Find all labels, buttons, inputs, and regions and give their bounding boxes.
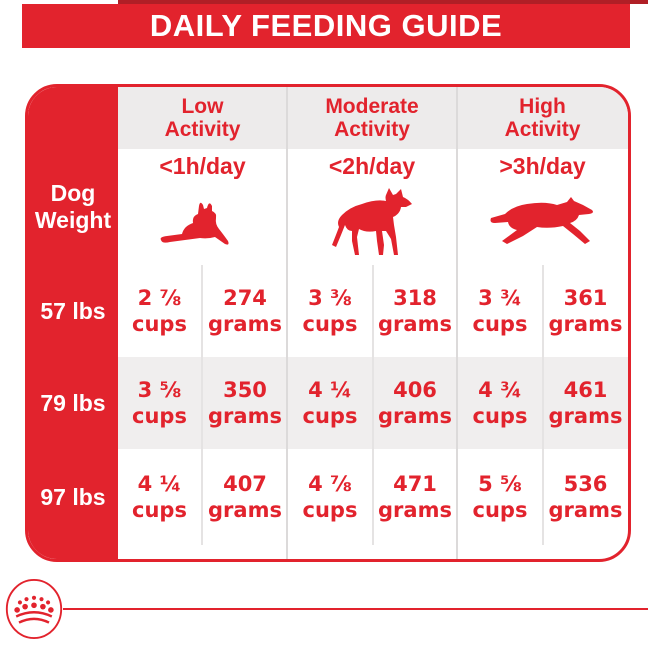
- top-edge-strip: [118, 0, 648, 4]
- grams-value: 361: [563, 286, 608, 310]
- grams-unit: grams: [208, 498, 282, 522]
- activity-header-band: [118, 87, 628, 149]
- subcolumn-divider: [542, 265, 544, 545]
- cell-57lbs-high-grams: 361 grams: [543, 265, 628, 357]
- grams-unit: grams: [378, 498, 452, 522]
- grams-value: 318: [393, 286, 437, 310]
- cell-57lbs-high-cups: 3 ¾ cups: [459, 265, 541, 357]
- weight-label-79lbs: 79 lbs: [40, 389, 106, 416]
- cups-unit: cups: [472, 312, 528, 336]
- cell-57lbs-moderate-grams: 318 grams: [373, 265, 457, 357]
- grams-value: 536: [563, 472, 608, 496]
- cell-97lbs-high-grams: 536 grams: [543, 449, 628, 545]
- cell-97lbs-high-cups: 5 ⅝ cups: [459, 449, 541, 545]
- title-banner: DAILY FEEDING GUIDE: [22, 4, 630, 48]
- grams-unit: grams: [548, 498, 623, 522]
- column-divider: [456, 87, 458, 559]
- cell-79lbs-high-grams: 461 grams: [543, 357, 628, 449]
- cell-97lbs-moderate-grams: 471 grams: [373, 449, 457, 545]
- cell-97lbs-low-grams: 407 grams: [203, 449, 287, 545]
- cell-97lbs-moderate-cups: 4 ⅞ cups: [289, 449, 371, 545]
- grams-value: 350: [223, 378, 267, 402]
- lying-dog-icon: [160, 202, 229, 245]
- cups-value: 4 ⅞: [308, 472, 352, 496]
- feeding-table: Low Activity Moderate Activity High Acti…: [25, 84, 631, 562]
- cups-unit: cups: [472, 498, 528, 522]
- cell-79lbs-low-cups: 3 ⅝ cups: [118, 357, 201, 449]
- cups-unit: cups: [302, 404, 358, 428]
- hours-moderate-activity: <2h/day: [328, 152, 416, 179]
- cups-value: 5 ⅝: [478, 472, 522, 496]
- grams-unit: grams: [378, 312, 452, 336]
- grams-unit: grams: [378, 404, 452, 428]
- cups-value: 3 ⅝: [137, 378, 182, 402]
- cell-79lbs-low-grams: 350 grams: [203, 357, 287, 449]
- weight-label-57lbs: 57 lbs: [40, 297, 106, 324]
- cups-value: 2 ⅞: [137, 286, 182, 310]
- cell-79lbs-moderate-cups: 4 ¼ cups: [289, 357, 371, 449]
- cell-57lbs-low-cups: 2 ⅞ cups: [118, 265, 201, 357]
- grams-unit: grams: [548, 312, 623, 336]
- column-divider: [286, 87, 288, 559]
- hours-low-activity: <1h/day: [159, 152, 246, 179]
- cups-unit: cups: [302, 498, 358, 522]
- page-title: DAILY FEEDING GUIDE: [149, 8, 503, 43]
- cups-value: 4 ¾: [478, 378, 522, 402]
- grams-value: 461: [563, 378, 608, 402]
- grams-value: 471: [393, 472, 437, 496]
- cups-value: 3 ⅜: [308, 286, 352, 310]
- grams-value: 407: [223, 472, 267, 496]
- cell-57lbs-moderate-cups: 3 ⅜ cups: [289, 265, 371, 357]
- grams-unit: grams: [208, 312, 282, 336]
- weight-column-background: [28, 87, 118, 559]
- cups-unit: cups: [132, 498, 187, 522]
- cell-79lbs-high-cups: 4 ¾ cups: [459, 357, 541, 449]
- grams-value: 274: [223, 286, 267, 310]
- grams-unit: grams: [548, 404, 623, 428]
- standing-dog-icon: [332, 188, 412, 255]
- column-header-moderate-activity: Moderate Activity: [325, 95, 419, 141]
- footer-divider-line: [63, 608, 648, 610]
- cups-unit: cups: [302, 312, 358, 336]
- cups-unit: cups: [132, 312, 187, 336]
- column-header-high-activity: High Activity: [504, 95, 581, 141]
- cups-value: 4 ¼: [308, 378, 352, 402]
- cell-79lbs-moderate-grams: 406 grams: [373, 357, 457, 449]
- cell-57lbs-low-grams: 274 grams: [203, 265, 287, 357]
- cups-unit: cups: [132, 404, 187, 428]
- subcolumn-divider: [372, 265, 374, 545]
- weight-label-97lbs: 97 lbs: [40, 483, 106, 510]
- dog-weight-header: Dog Weight: [34, 180, 112, 233]
- cell-97lbs-low-cups: 4 ¼ cups: [118, 449, 201, 545]
- column-header-low-activity: Low Activity: [164, 95, 241, 141]
- cups-value: 4 ¼: [137, 472, 182, 496]
- high-activity-dog-cell: [457, 181, 628, 265]
- low-activity-dog-cell: [118, 181, 287, 265]
- cups-unit: cups: [472, 404, 528, 428]
- subcolumn-divider: [201, 265, 203, 545]
- moderate-activity-dog-cell: [287, 181, 457, 265]
- cups-value: 3 ¾: [478, 286, 522, 310]
- hours-high-activity: >3h/day: [499, 152, 586, 179]
- grams-value: 406: [393, 378, 437, 402]
- running-dog-icon: [490, 197, 593, 244]
- royal-canin-crown-icon: [5, 579, 63, 639]
- grams-unit: grams: [208, 404, 282, 428]
